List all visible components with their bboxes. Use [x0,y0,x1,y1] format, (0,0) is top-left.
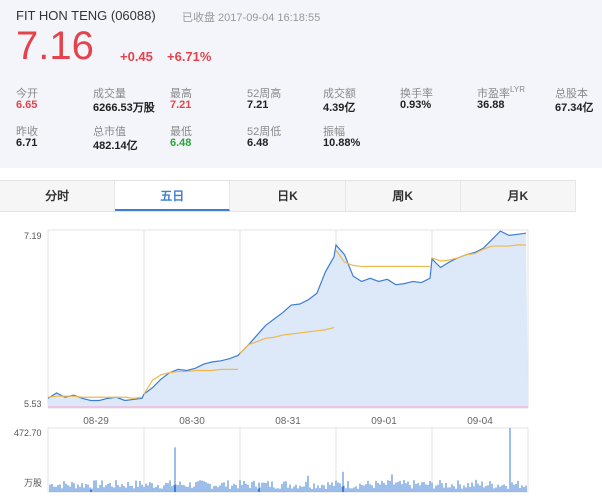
stat-value: 6266.53万股 [93,102,155,114]
chart-tabs: 分时 五日 日K 周K 月K [0,180,576,212]
current-price: 7.16 [16,24,94,68]
average-line [431,244,526,262]
stat-value: 6.48 [170,137,192,149]
tab-1[interactable]: 五日 [115,181,231,211]
market-status: 已收盘 2017-09-04 16:18:55 [182,12,321,24]
tab-0[interactable]: 分时 [0,181,116,211]
price-change: +0.45 [120,49,153,64]
stat-label: 52周高 [247,88,282,100]
stat-value: 7.21 [247,99,269,111]
price-change-pct: +6.71% [167,49,212,64]
volume-max-label: 472.70 [14,428,42,438]
date-label: 09-04 [467,416,493,427]
average-line [335,250,430,268]
price-area [48,231,528,408]
tab-3[interactable]: 周K [346,181,461,211]
average-line [239,326,335,354]
stat-label: 总市值 [93,126,126,138]
stat-label: 市盈率LYR [477,85,525,100]
stat-label: 最高 [170,88,192,100]
average-line [47,395,143,399]
quote-header: FIT HON TENG (06088) 已收盘 2017-09-04 16:1… [0,0,602,168]
stat-value: 4.39亿 [323,102,356,114]
stat-label: 换手率 [400,88,433,100]
average-line [143,368,238,395]
stat-value: 7.21 [170,99,192,111]
tab-2[interactable]: 日K [230,181,346,211]
stat-value: 6.65 [16,99,38,111]
volume-plot-frame [47,427,529,493]
y-axis-top-label: 7.19 [24,231,42,241]
volume-unit-label: 万股 [24,478,43,488]
date-label: 08-31 [275,416,301,427]
date-label: 09-01 [371,416,397,427]
stat-value: 482.14亿 [93,140,138,152]
stat-label: 52周低 [247,126,282,138]
stat-value: 36.88 [477,99,505,111]
stat-label: 今开 [16,88,38,100]
stat-label-sup: LYR [510,85,525,94]
price-line [47,230,527,402]
stat-label: 成交额 [323,88,356,100]
date-label: 08-29 [83,416,109,427]
stat-value: 10.88% [323,137,361,149]
date-label: 08-30 [179,416,205,427]
stat-value: 0.93% [400,99,432,111]
stat-value: 6.71 [16,137,38,149]
stock-title: FIT HON TENG (06088) [16,8,156,23]
stat-value: 67.34亿 [555,102,594,114]
stat-label: 成交量 [93,88,126,100]
stat-value: 6.48 [247,137,269,149]
stat-label: 总股本 [555,88,588,100]
stat-label: 最低 [170,126,192,138]
stat-label: 昨收 [16,126,38,138]
tab-4[interactable]: 月K [461,181,576,211]
stat-label: 振幅 [323,126,345,138]
y-axis-bottom-label: 5.53 [24,399,42,409]
